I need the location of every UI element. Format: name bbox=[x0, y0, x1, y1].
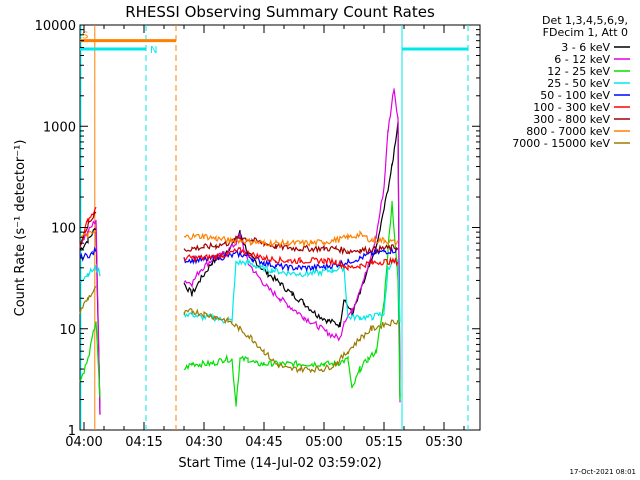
y-axis-label: Count Rate (s⁻¹ detector⁻¹) bbox=[13, 140, 28, 317]
x-tick-label: 04:45 bbox=[245, 435, 282, 450]
y-tick-label: 10 bbox=[59, 323, 76, 338]
legend-entry-label: 800 - 7000 keV bbox=[526, 125, 610, 138]
axes-ticks: 04:00 04:15 04:30 04:45 05:00 05:15 05:30 1 10 10… bbox=[35, 19, 480, 450]
legend: Det 1,3,4,5,6,9,FDecim 1, Att 0 3 - 6 keV… bbox=[512, 14, 630, 150]
x-tick-label: 05:00 bbox=[305, 435, 342, 450]
legend-entry-label: 6 - 12 keV bbox=[554, 53, 610, 66]
x-tick-label: 05:15 bbox=[365, 435, 402, 450]
y-tick-label: 100 bbox=[51, 222, 76, 237]
series-layer bbox=[79, 88, 401, 415]
legend-entry-label: 3 - 6 keV bbox=[561, 41, 610, 54]
x-axis-label: Start Time (14-Jul-02 03:59:02) bbox=[178, 456, 381, 471]
x-tick-label: 05:30 bbox=[425, 435, 462, 450]
legend-header-line: FDecim 1, Att 0 bbox=[543, 26, 628, 39]
x-tick-label: 04:00 bbox=[65, 435, 102, 450]
annotations: SN bbox=[80, 31, 468, 56]
series-line-2 bbox=[79, 200, 401, 407]
series-line-7 bbox=[79, 230, 399, 248]
y-tick-label: 10000 bbox=[35, 19, 76, 34]
x-tick-label: 04:30 bbox=[185, 435, 222, 450]
chart-title: RHESSI Observing Summary Count Rates bbox=[125, 3, 435, 21]
y-tick-label: 1 bbox=[68, 424, 76, 439]
legend-entry-label: 300 - 800 keV bbox=[533, 113, 610, 126]
plot-area bbox=[79, 24, 481, 431]
y-tick-label: 1000 bbox=[43, 120, 76, 135]
vertical-markers bbox=[80, 25, 469, 430]
timestamp: 17-Oct-2021 08:01 bbox=[570, 468, 636, 476]
legend-entry-label: 25 - 50 keV bbox=[547, 77, 610, 90]
legend-entry-label: 100 - 300 keV bbox=[533, 101, 610, 114]
flag-label-n: N bbox=[150, 45, 157, 56]
x-tick-label: 04:15 bbox=[125, 435, 162, 450]
plot-frame bbox=[79, 24, 481, 431]
flag-label-s: S bbox=[82, 31, 88, 42]
series-line-8 bbox=[79, 285, 399, 374]
legend-entry-label: 50 - 100 keV bbox=[540, 89, 610, 102]
legend-entry-label: 7000 - 15000 keV bbox=[512, 137, 610, 150]
legend-header-line: Det 1,3,4,5,6,9, bbox=[542, 14, 628, 27]
series-line-0 bbox=[79, 121, 401, 415]
legend-entry-label: 12 - 25 keV bbox=[547, 65, 610, 78]
